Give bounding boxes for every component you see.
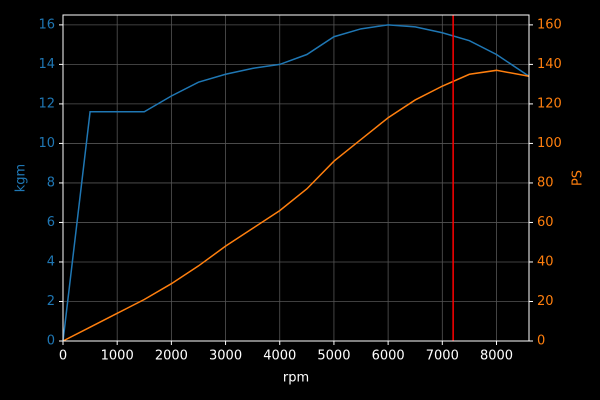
x-tick-label: 8000 bbox=[480, 349, 513, 364]
y-tick-label: 6 bbox=[47, 215, 55, 230]
plot-frame bbox=[62, 14, 530, 342]
y-tick-label: 14 bbox=[38, 57, 55, 72]
line-series bbox=[62, 24, 530, 342]
x-tick-label: 1000 bbox=[101, 349, 134, 364]
y-tick-label: 2 bbox=[47, 294, 55, 309]
y2-tick-label: 40 bbox=[537, 254, 554, 269]
y-tick-label: 8 bbox=[47, 175, 55, 190]
y-tick-label: 16 bbox=[38, 17, 55, 32]
x-tick-label: 6000 bbox=[372, 349, 405, 364]
y-tick-label: 10 bbox=[38, 136, 55, 151]
y2-tick-label: 120 bbox=[537, 96, 562, 111]
x-axis-label: rpm bbox=[283, 371, 309, 386]
y2-tick-label: 140 bbox=[537, 57, 562, 72]
y-tick-label: 0 bbox=[47, 334, 55, 349]
line-series bbox=[62, 69, 530, 342]
x-tick-label: 2000 bbox=[155, 349, 188, 364]
x-tick-label: 4000 bbox=[263, 349, 296, 364]
y2-tick-label: 0 bbox=[537, 334, 545, 349]
y-axis-label: kgm bbox=[14, 164, 29, 192]
y2-tick-label: 100 bbox=[537, 136, 562, 151]
y2-axis-label: PS bbox=[571, 170, 586, 186]
y-tick-label: 4 bbox=[47, 254, 55, 269]
y2-tick-label: 80 bbox=[537, 175, 554, 190]
y2-tick-label: 20 bbox=[537, 294, 554, 309]
x-tick-label: 0 bbox=[59, 349, 67, 364]
y2-tick-label: 160 bbox=[537, 17, 562, 32]
x-tick-label: 7000 bbox=[426, 349, 459, 364]
y2-tick-label: 60 bbox=[537, 215, 554, 230]
y-tick-label: 12 bbox=[38, 96, 55, 111]
x-tick-label: 3000 bbox=[209, 349, 242, 364]
x-tick-label: 5000 bbox=[317, 349, 350, 364]
